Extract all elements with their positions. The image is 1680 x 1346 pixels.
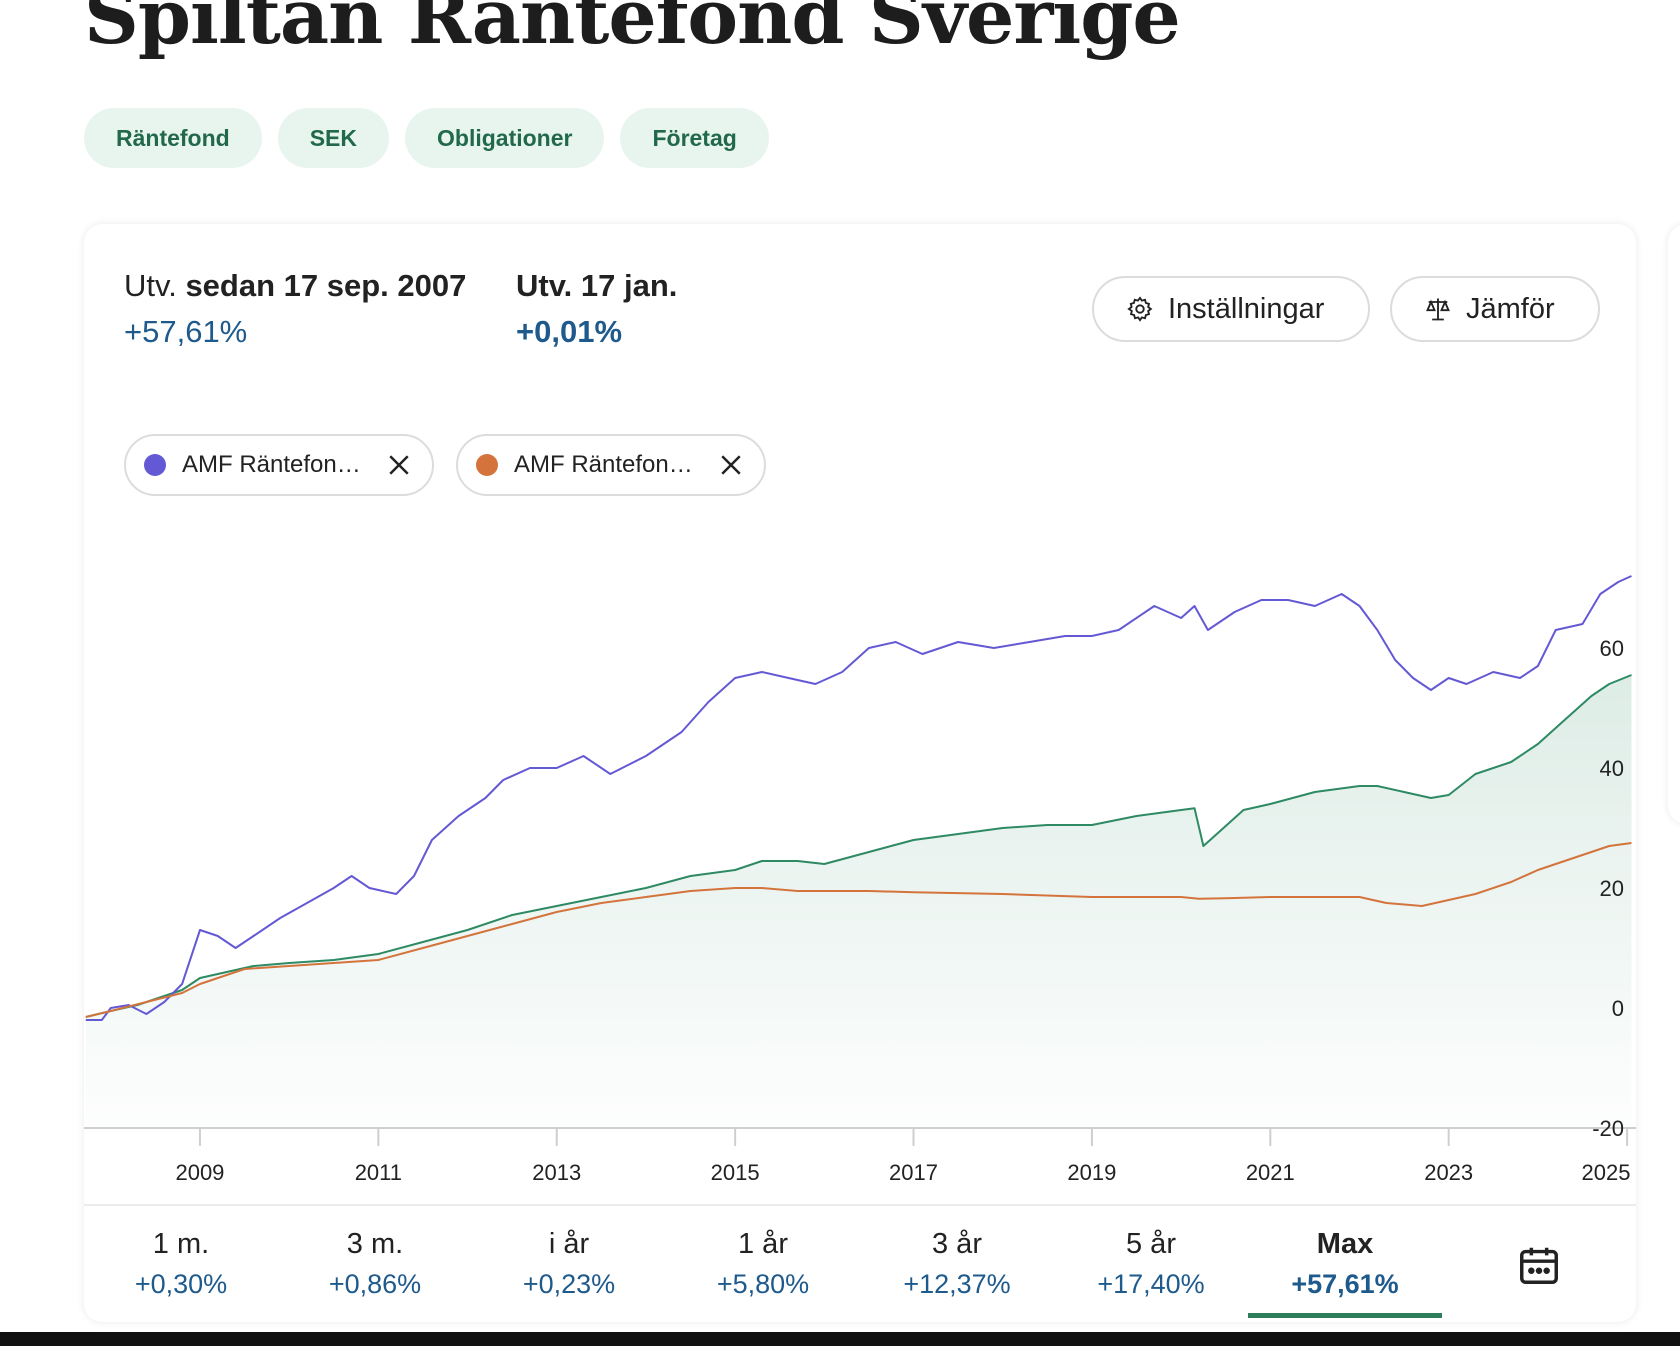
y-tick-label: 20 — [1600, 876, 1624, 901]
period-label: Max — [1316, 1228, 1374, 1260]
x-tick-label: 2009 — [175, 1160, 224, 1185]
x-tick-label: 2023 — [1424, 1160, 1473, 1185]
side-card — [1668, 224, 1680, 824]
settings-label: Inställningar — [1168, 292, 1325, 325]
calendar-button[interactable] — [1442, 1206, 1636, 1322]
period-3m[interactable]: 3 m. +0,86% — [278, 1206, 472, 1322]
since-prefix: Utv. — [124, 268, 177, 303]
performance-chart: 2009 2011 2013 2015 2017 2019 2021 2023 2025 60 4… — [84, 575, 1636, 1185]
page-title: Spiltan Räntefond Sverige — [84, 0, 1181, 61]
compare-label: Jämför — [1466, 292, 1555, 325]
period-label: 1 m. — [152, 1228, 210, 1260]
scale-icon — [1426, 298, 1450, 321]
period-value: +5,80% — [716, 1269, 810, 1299]
x-tick-label: 2015 — [711, 1160, 760, 1185]
fund-tags: Räntefond SEK Obligationer Företag — [84, 108, 769, 168]
tag-rantefond[interactable]: Räntefond — [84, 108, 262, 168]
y-tick-label: 40 — [1600, 756, 1624, 781]
gear-icon — [1127, 296, 1153, 322]
day-label: Utv. 17 jan. — [516, 268, 678, 303]
period-max[interactable]: Max +57,61% — [1248, 1206, 1442, 1322]
period-1m[interactable]: 1 m. +0,30% — [84, 1206, 278, 1322]
period-label: i år — [548, 1228, 590, 1260]
y-tick-label: 60 — [1600, 636, 1624, 661]
period-selector: 1 m. +0,30% 3 m. +0,86% i år +0,23% 1 år +5,… — [84, 1204, 1636, 1322]
compare-chip-2[interactable]: AMF Räntefond Kort — [456, 434, 766, 496]
period-value: +0,86% — [328, 1269, 422, 1299]
chart-card: Utv. sedan 17 sep. 2007 +57,61% Utv. 17 … — [84, 224, 1636, 1322]
period-value: +0,23% — [522, 1269, 616, 1299]
x-tick-label: 2019 — [1067, 1160, 1116, 1185]
y-tick-label: -20 — [1592, 1116, 1624, 1141]
period-5y[interactable]: 5 år +17,40% — [1054, 1206, 1248, 1322]
series-line-1 — [85, 575, 1632, 1021]
period-value: +57,61% — [1291, 1269, 1399, 1299]
x-tick-label: 2011 — [355, 1160, 402, 1185]
close-icon[interactable] — [716, 450, 746, 480]
x-tick-label: 2017 — [889, 1160, 938, 1185]
series-line-2 — [85, 842, 1632, 1018]
period-label: 3 m. — [346, 1228, 404, 1260]
tag-foretag[interactable]: Företag — [620, 108, 769, 168]
tag-sek[interactable]: SEK — [277, 108, 390, 168]
compare-chip-label: AMF Räntefond Kort — [514, 451, 704, 478]
tag-obligationer[interactable]: Obligationer — [405, 108, 605, 168]
period-label: 1 år — [738, 1228, 788, 1260]
period-ytd[interactable]: i år +0,23% — [472, 1206, 666, 1322]
calendar-icon — [1520, 1247, 1558, 1284]
series-line-0 — [85, 674, 1632, 1018]
period-label: 3 år — [932, 1228, 982, 1260]
period-3y[interactable]: 3 år +12,37% — [860, 1206, 1054, 1322]
since-label: sedan 17 sep. 2007 — [185, 268, 467, 303]
settings-button[interactable]: Inställningar — [1092, 276, 1370, 342]
x-tick-label: 2021 — [1246, 1160, 1295, 1185]
period-value: +17,40% — [1097, 1269, 1205, 1299]
series-area-0 — [85, 675, 1632, 1128]
close-icon[interactable] — [384, 450, 414, 480]
compare-chip-1[interactable]: AMF Räntefond Lång — [124, 434, 434, 496]
y-tick-label: 0 — [1612, 996, 1624, 1021]
compare-button[interactable]: Jämför — [1390, 276, 1600, 342]
series-color-dot — [476, 454, 498, 476]
period-1y[interactable]: 1 år +5,80% — [666, 1206, 860, 1322]
period-value: +12,37% — [903, 1269, 1011, 1299]
x-tick-label: 2013 — [532, 1160, 581, 1185]
series-color-dot — [144, 454, 166, 476]
day-stat: Utv. 17 jan. +0,01% — [516, 268, 677, 350]
compare-chip-label: AMF Räntefond Lång — [182, 451, 372, 478]
day-value: +0,01% — [516, 314, 623, 349]
bottom-bar — [0, 1332, 1680, 1346]
x-tick-label: 2025 — [1582, 1160, 1631, 1185]
since-start-stat: Utv. sedan 17 sep. 2007 +57,61% — [124, 268, 466, 350]
period-value: +0,30% — [134, 1269, 228, 1299]
period-label: 5 år — [1126, 1228, 1176, 1260]
since-value: +57,61% — [124, 314, 248, 349]
